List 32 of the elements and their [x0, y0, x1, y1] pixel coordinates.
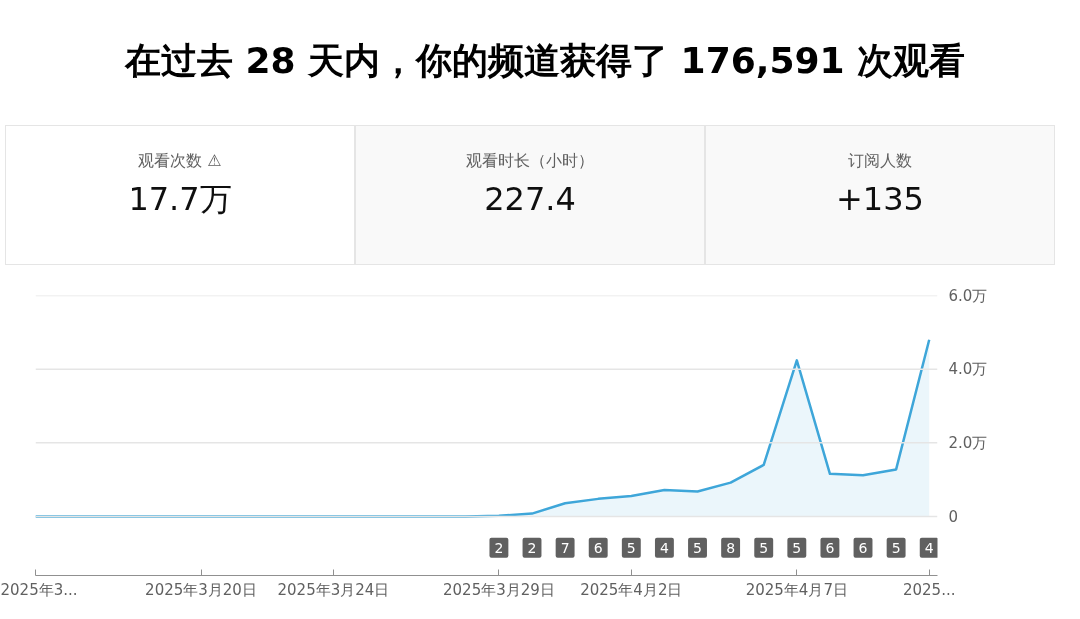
x-tick-label: 2025年3月20日 [145, 580, 257, 599]
annotation: 6 [825, 539, 835, 556]
annotation: 6 [593, 539, 603, 556]
annotation: 4 [659, 539, 669, 556]
annotation: 8 [726, 539, 736, 556]
y-tick-label: 4.0万 [948, 360, 988, 379]
text: 227.4 [483, 178, 577, 220]
annotation: 7 [560, 539, 570, 556]
x-tick-label: 2025年3... [0, 580, 78, 599]
y-tick-label: 6.0万 [948, 286, 988, 305]
annotation: 6 [858, 539, 868, 556]
text: 观看时长（小时） [465, 150, 595, 172]
text: 观看次数 ⚠ [137, 150, 223, 172]
annotation: 2 [494, 539, 504, 556]
annotation: 5 [759, 539, 769, 556]
y-tick-label: 0 [948, 507, 959, 526]
text: +135 [835, 178, 925, 220]
chart-title: 在过去 28 天内，你的频道获得了 176,591 次观看 [123, 39, 967, 83]
x-tick-label: 2025年3月29日 [443, 580, 555, 599]
x-tick-label: 2025... [902, 580, 956, 599]
annotation: 5 [891, 539, 901, 556]
annotation: 5 [626, 539, 636, 556]
y-tick-label: 2.0万 [948, 433, 988, 452]
annotation: 5 [693, 539, 702, 556]
annotation: 5 [792, 539, 802, 556]
annotation: 2 [527, 539, 537, 556]
text: 订阅人数 [847, 150, 913, 172]
text: 17.7万 [127, 178, 233, 220]
x-tick-label: 2025年3月24日 [277, 580, 390, 599]
x-tick-label: 2025年4月7日 [745, 580, 848, 599]
annotation: 4 [924, 539, 934, 556]
x-tick-label: 2025年4月2日 [580, 580, 683, 599]
